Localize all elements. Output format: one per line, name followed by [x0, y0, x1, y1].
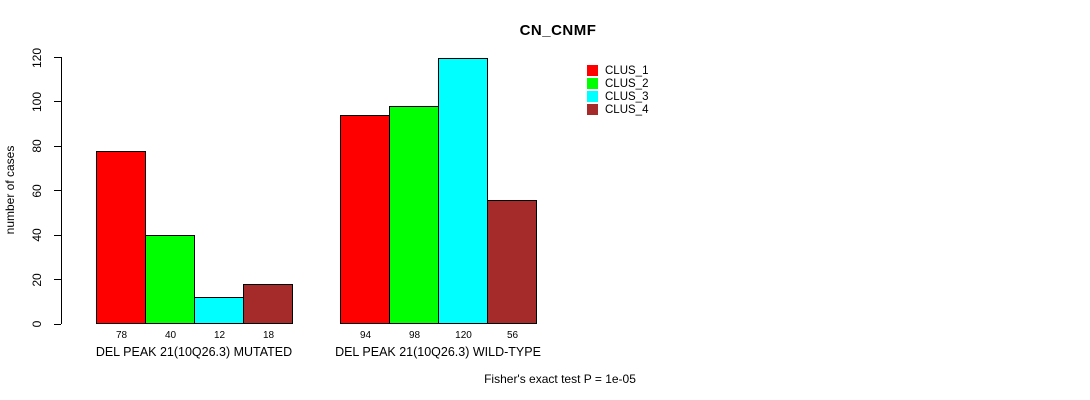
group-label-1: DEL PEAK 21(10Q26.3) MUTATED [95, 345, 293, 359]
bar-value-label: 18 [262, 330, 275, 341]
bar-value-label: 94 [359, 330, 372, 341]
group-label-2: DEL PEAK 21(10Q26.3) WILD-TYPE [335, 345, 541, 359]
y-tick-mark [54, 279, 61, 281]
bar-value-label: 98 [408, 330, 421, 341]
bar-clus_2-group1 [145, 235, 195, 324]
legend-row: CLUS_1 [587, 64, 648, 77]
y-tick-label: 120 [30, 47, 44, 68]
fisher-test-annotation: Fisher's exact test P = 1e-05 [484, 372, 636, 386]
bar-value-label: 12 [213, 330, 226, 341]
legend-row: CLUS_2 [587, 77, 648, 90]
bar-value-label: 78 [115, 330, 128, 341]
legend-label: CLUS_1 [605, 64, 649, 77]
legend-swatch-clus_2 [587, 78, 598, 89]
y-tick-mark [54, 145, 61, 147]
bar-clus_3-group2 [438, 57, 488, 324]
bar-value-label: 40 [164, 330, 177, 341]
y-tick-label: 0 [30, 320, 44, 328]
y-tick-mark [54, 323, 61, 325]
bar-value-label: 120 [455, 330, 472, 341]
legend-row: CLUS_3 [587, 90, 648, 103]
legend-swatch-clus_1 [587, 65, 598, 76]
legend: CLUS_1 CLUS_2 CLUS_3 CLUS_4 [587, 64, 648, 116]
y-tick-label: 40 [30, 228, 44, 242]
legend-row: CLUS_4 [587, 103, 648, 116]
y-tick-mark [54, 190, 61, 192]
y-axis-line [61, 57, 62, 324]
y-tick-mark [54, 234, 61, 236]
y-tick-label: 100 [30, 91, 44, 112]
y-tick-label: 20 [30, 272, 44, 287]
bar-clus_1-group1 [96, 150, 146, 324]
bar-clus_4-group2 [487, 199, 537, 324]
y-tick-mark [54, 57, 61, 58]
y-axis-title: number of cases [3, 145, 17, 235]
legend-label: CLUS_3 [605, 90, 649, 103]
bar-clus_3-group1 [194, 297, 244, 324]
legend-label: CLUS_2 [605, 77, 649, 90]
bar-clus_2-group2 [389, 106, 439, 324]
bar-value-label: 56 [506, 330, 519, 341]
chart-title: CN_CNMF [519, 22, 597, 39]
bar-clus_1-group2 [340, 115, 390, 324]
bar-clus_4-group1 [243, 284, 293, 324]
y-tick-label: 80 [30, 139, 44, 154]
legend-swatch-clus_3 [587, 91, 598, 102]
y-tick-mark [54, 101, 61, 103]
y-tick-label: 60 [30, 184, 44, 198]
legend-label: CLUS_4 [605, 103, 649, 116]
legend-swatch-clus_4 [587, 104, 598, 115]
